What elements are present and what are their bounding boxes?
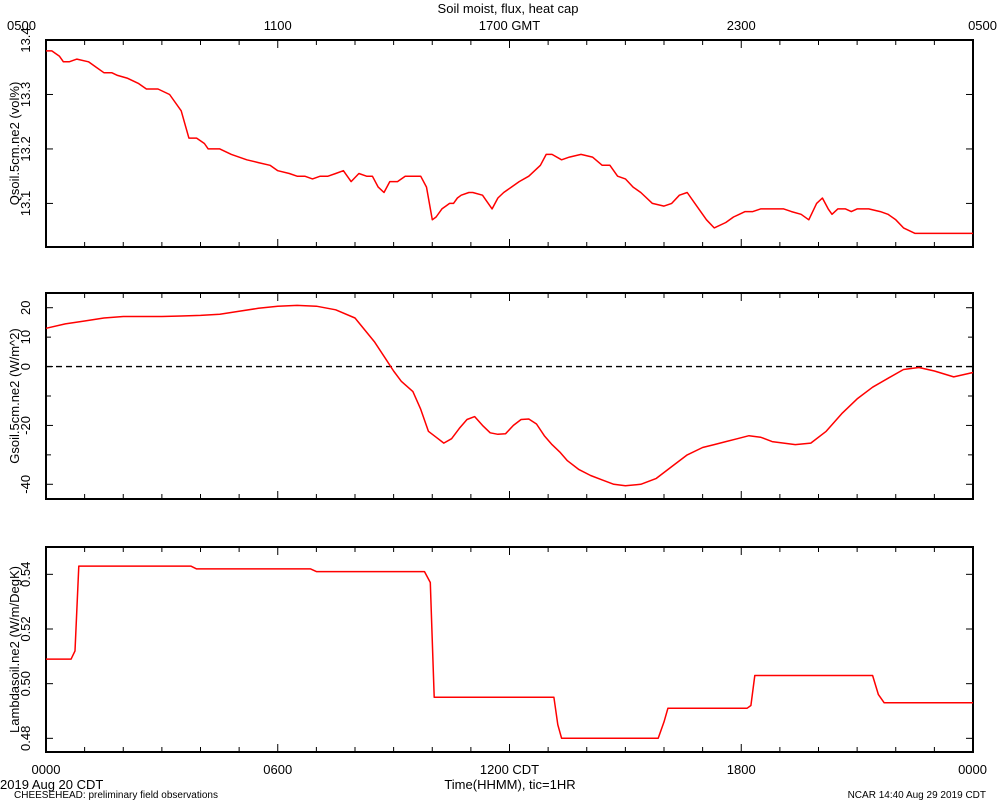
bottom-axis-tick-label: 0000 xyxy=(958,762,987,777)
y-tick-label: 0.54 xyxy=(18,562,33,587)
y-axis-label: Lambdasoil.ne2 (W/m/DegK) xyxy=(7,566,22,733)
top-axis-tick-label: 2300 xyxy=(727,18,756,33)
y-tick-label: 0.48 xyxy=(18,726,33,751)
top-axis-tick-label: 1700 GMT xyxy=(479,18,540,33)
y-tick-label: 0 xyxy=(18,363,33,370)
bottom-axis-tick-label: 1200 CDT xyxy=(480,762,539,777)
y-axis-label: Gsoil.5cm.ne2 (W/m^2) xyxy=(7,328,22,463)
y-tick-label: 20 xyxy=(18,300,33,314)
series-line-3 xyxy=(46,565,973,740)
x-axis-label: Time(HHMM), tic=1HR xyxy=(444,777,575,792)
top-axis-tick-label: 0500 xyxy=(968,18,997,33)
footer-right-note: NCAR 14:40 Aug 29 2019 CDT xyxy=(847,790,986,801)
panel-frame xyxy=(45,39,974,248)
y-tick-label: 13.3 xyxy=(18,82,33,107)
top-axis-tick-label: 0500 xyxy=(7,18,36,33)
footer-left-note: CHEESEHEAD: preliminary field observatio… xyxy=(14,790,218,801)
y-tick-label: 13.2 xyxy=(18,136,33,161)
panel-1: 13.1 13.2 13.3 13.4 Qsoil.5cm.ne2 (vol%) xyxy=(7,27,974,248)
y-tick-label: -40 xyxy=(18,475,33,494)
y-tick-label: 0.50 xyxy=(18,671,33,696)
y-tick-label: 10 xyxy=(18,330,33,344)
y-tick-label: 13.1 xyxy=(18,191,33,216)
bottom-axis-tick-label: 0600 xyxy=(263,762,292,777)
series-line-2 xyxy=(45,304,974,487)
y-axis-label: Qsoil.5cm.ne2 (vol%) xyxy=(7,82,22,206)
panel-frame xyxy=(45,546,974,753)
y-tick-label: 13.4 xyxy=(18,27,33,52)
y-tick-label: 0.52 xyxy=(18,616,33,641)
bottom-axis-tick-label: 0000 xyxy=(32,762,61,777)
top-axis-tick-label: 1100 xyxy=(264,18,292,33)
date-label: 2019 Aug 20 CDT xyxy=(0,777,104,792)
bottom-axis-tick-label: 1800 xyxy=(727,762,756,777)
y-tick-label: -20 xyxy=(18,416,33,435)
series-line-1 xyxy=(46,50,973,235)
panel-frame xyxy=(45,292,974,500)
chart-title: Soil moist, flux, heat cap xyxy=(438,1,579,16)
